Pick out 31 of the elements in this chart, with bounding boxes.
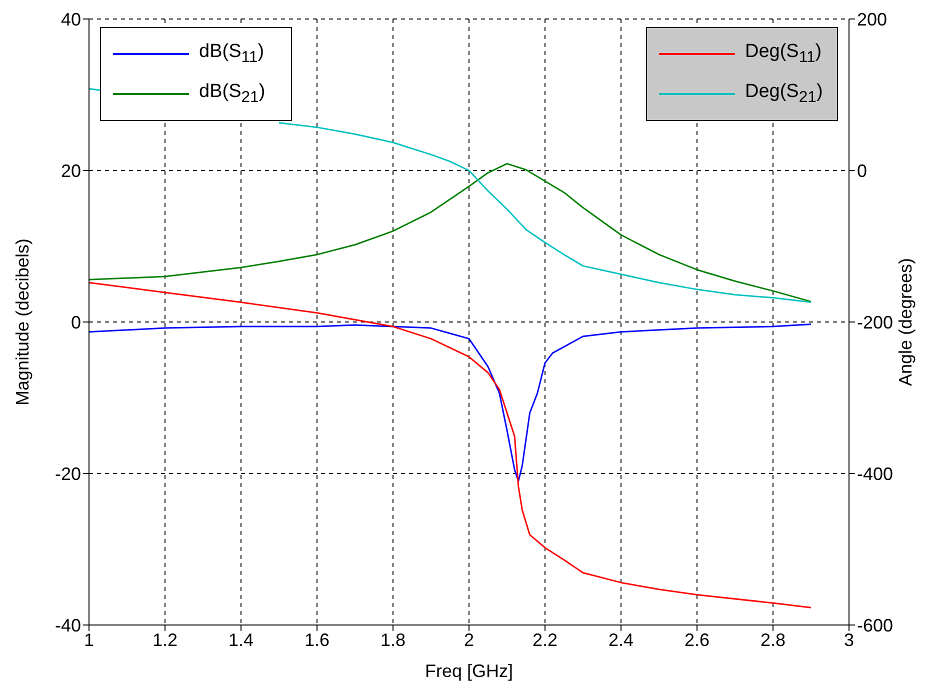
y2-tick-label: 0: [857, 160, 868, 181]
x-tick-label: 2: [464, 630, 474, 650]
y2-tick-label: -400: [857, 464, 894, 484]
legend-label: Deg(S$_{11}$): [745, 41, 822, 67]
line-series: [89, 282, 812, 608]
x-tick-label: 1.8: [380, 630, 406, 650]
line-series: [89, 324, 812, 482]
x-tick-label: 2.8: [760, 630, 786, 650]
legend-label: dB(S$_{21}$): [199, 81, 266, 107]
y2-tick-label: -200: [857, 312, 894, 332]
x-tick-label: 1.2: [152, 630, 178, 650]
y-tick-label: 0: [70, 312, 81, 332]
y2-axis-title: Angle (degrees): [895, 258, 916, 386]
y2-tick-label: 200: [857, 9, 888, 30]
y-tick-label: -40: [54, 615, 81, 636]
x-tick-label: 1: [84, 630, 94, 650]
x-tick-label: 3: [844, 630, 854, 650]
legend-label: Deg(S$_{21}$): [745, 81, 823, 107]
x-tick-label: 2.6: [684, 630, 710, 650]
y-tick-label: 20: [60, 160, 81, 181]
x-tick-label: 2.4: [608, 630, 634, 650]
y2-tick-label: -600: [857, 615, 894, 636]
x-tick-label: 1.6: [304, 630, 330, 650]
y-axis-title: Magnitude (decibels): [12, 238, 32, 406]
y-tick-label: 40: [60, 9, 81, 30]
y-tick-label: -20: [54, 464, 81, 484]
x-axis-title: Freq [GHz]: [424, 661, 514, 681]
line-series: [89, 162, 812, 302]
x-tick-label: 2.2: [532, 630, 558, 650]
x-tick-label: 1.4: [228, 630, 254, 650]
legend-label: dB(S$_{11}$): [199, 41, 264, 67]
